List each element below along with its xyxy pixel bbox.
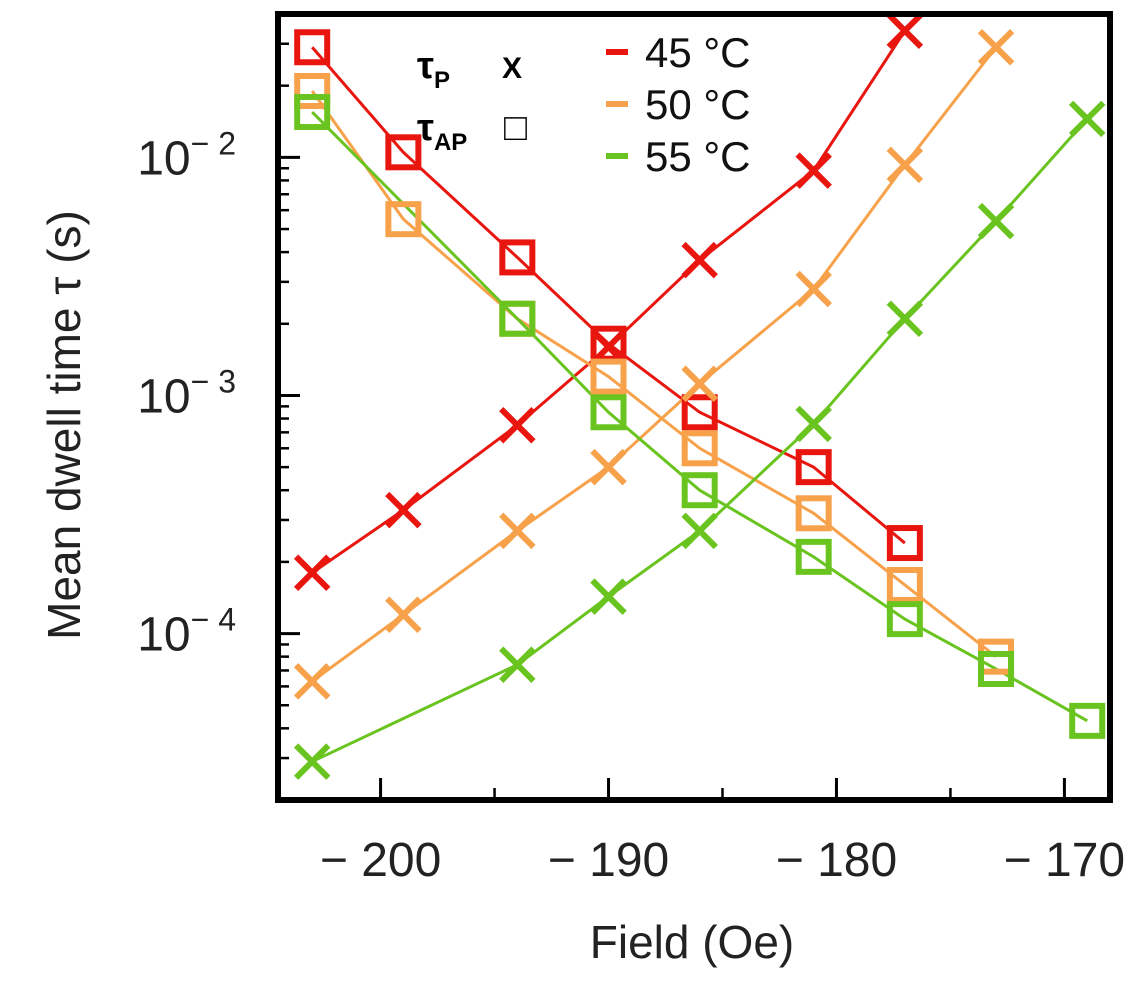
y-tick-label: 10− 4 — [137, 602, 236, 662]
square-marker — [499, 239, 536, 276]
square-marker — [681, 472, 718, 509]
x-tick-label: − 200 — [320, 834, 441, 887]
x-tick-label: − 180 — [776, 834, 897, 887]
square-marker — [499, 300, 536, 337]
series-line-p-55-c — [311, 117, 1089, 763]
square-marker — [886, 566, 923, 603]
x-marker — [293, 554, 331, 592]
square-marker — [886, 601, 923, 638]
square-marker — [294, 72, 331, 109]
x-marker — [795, 270, 832, 308]
x-marker — [886, 300, 924, 337]
y-tick-label: 10− 2 — [137, 125, 236, 185]
square-marker — [681, 430, 718, 467]
square-marker — [886, 525, 923, 562]
x-marker — [499, 406, 536, 444]
square-marker — [795, 495, 832, 532]
x-axis-label: Field (Oe) — [590, 916, 794, 968]
x-marker — [681, 365, 718, 402]
square-marker — [294, 29, 331, 66]
x-marker — [499, 646, 536, 683]
x-marker — [886, 12, 924, 50]
x-marker — [795, 152, 832, 189]
series-line-p-45-c — [311, 29, 907, 575]
x-marker — [385, 491, 422, 529]
y-tick-label: 10− 3 — [137, 363, 236, 423]
square-marker — [795, 449, 832, 486]
legend-entry-label: 55 °C — [645, 133, 751, 180]
square-marker — [385, 134, 422, 171]
x-tick-label: − 170 — [1004, 834, 1125, 887]
y-axis-ticks: 10− 4 10− 3 10− 2 — [137, 12, 300, 802]
x-tick-label: − 190 — [548, 834, 669, 887]
square-marker — [590, 394, 627, 431]
legend-marker-symbol: □ — [504, 107, 527, 149]
x-marker — [293, 663, 331, 700]
x-marker — [499, 512, 536, 550]
square-marker — [795, 538, 832, 575]
x-marker — [681, 241, 718, 279]
x-marker — [681, 512, 718, 550]
legend-marker-key-label: τAP — [417, 107, 467, 156]
square-marker — [590, 358, 627, 395]
series-markers — [293, 12, 1106, 780]
legend-marker-key-label: τP — [417, 45, 450, 94]
x-marker — [886, 146, 924, 184]
x-marker — [795, 405, 832, 443]
square-marker — [385, 201, 422, 238]
square-marker — [294, 94, 331, 131]
y-axis-label: Mean dwell time τ (s) — [38, 210, 90, 640]
x-marker — [1068, 100, 1106, 138]
series-line-ap-55-c — [311, 110, 1088, 723]
x-marker — [385, 596, 422, 633]
x-marker — [293, 743, 331, 780]
series-line-p-50-c — [311, 46, 998, 683]
x-marker — [590, 578, 627, 615]
x-marker — [977, 29, 1015, 66]
legend-entry-label: 50 °C — [645, 81, 751, 128]
square-marker — [978, 650, 1015, 687]
x-marker — [590, 448, 627, 486]
x-axis-ticks: − 200 − 190 − 180 − 170 — [320, 778, 1125, 887]
square-marker — [681, 394, 718, 431]
square-marker — [1069, 702, 1106, 739]
x-marker — [977, 202, 1015, 240]
legend-entry-label: 45 °C — [645, 29, 751, 76]
legend-marker-symbol: X — [502, 52, 522, 85]
